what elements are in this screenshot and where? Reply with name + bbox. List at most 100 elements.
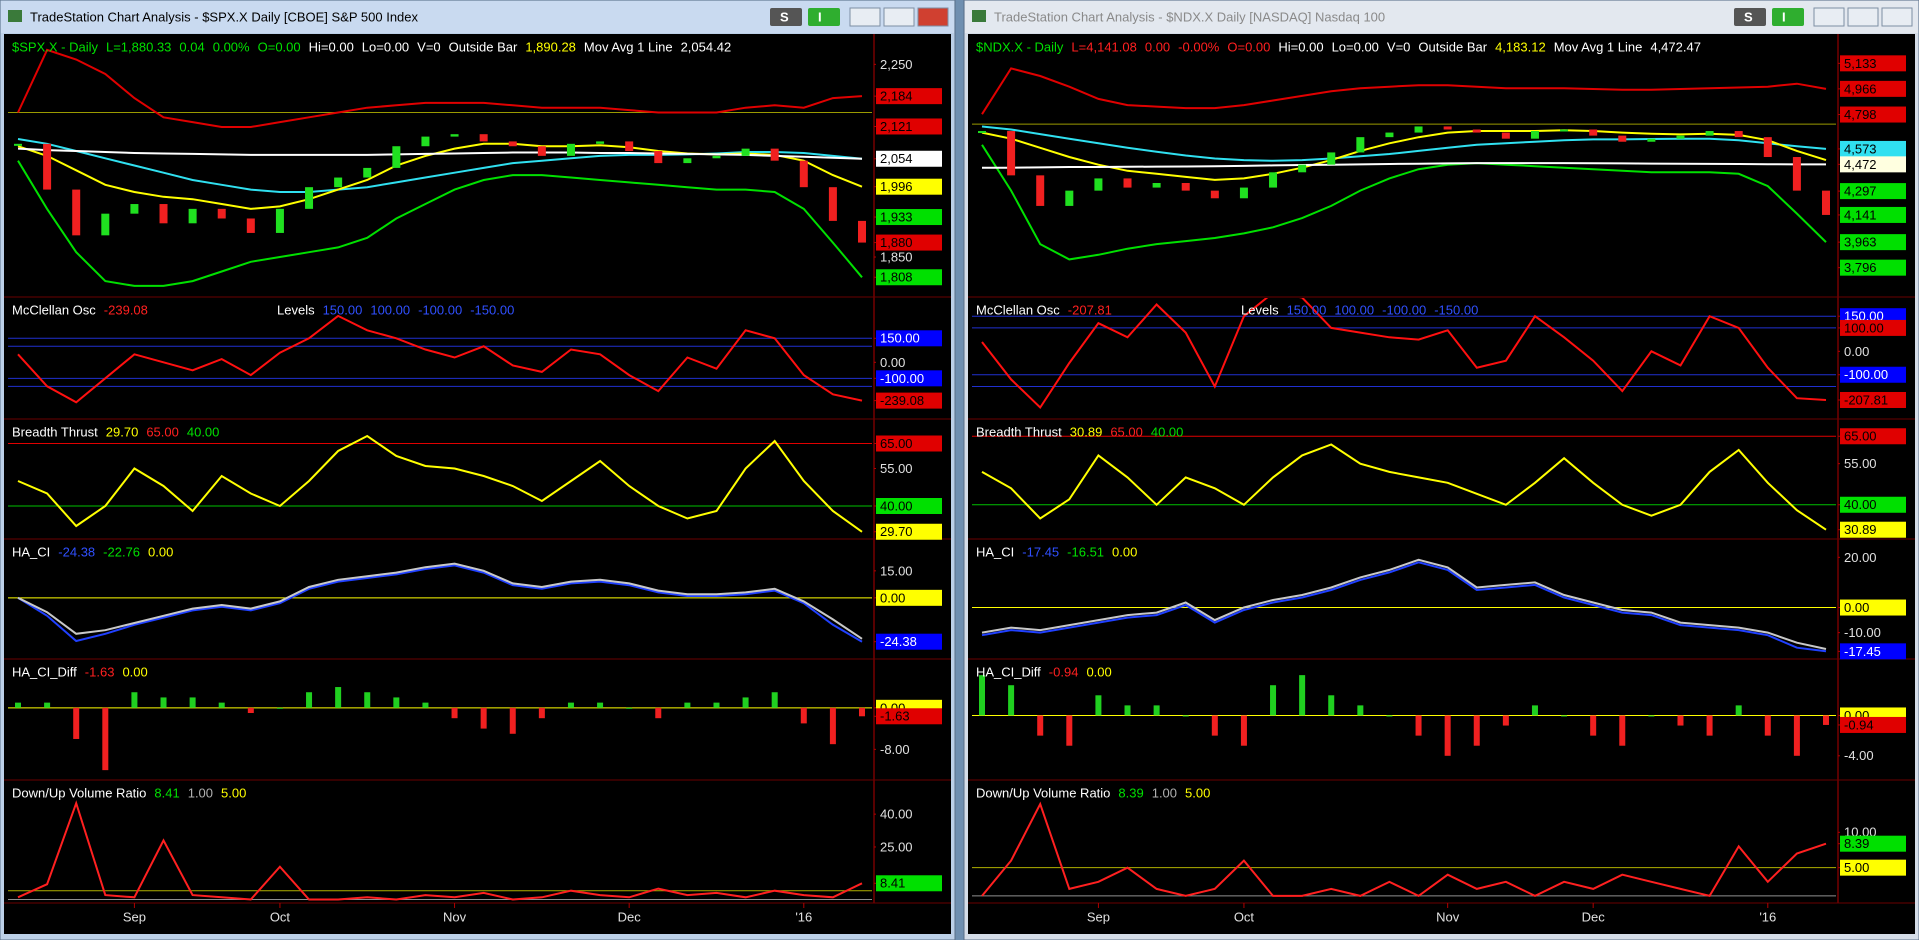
legend-item: -24.38 bbox=[58, 544, 95, 559]
tick-box bbox=[1840, 55, 1906, 72]
minimize-button[interactable] bbox=[849, 7, 881, 27]
x-tick-label: Nov bbox=[1436, 909, 1460, 924]
y-tick-label: -17.45 bbox=[1844, 644, 1881, 659]
price-candle bbox=[1065, 190, 1074, 206]
indicator-line bbox=[981, 443, 1827, 531]
close-button[interactable] bbox=[1881, 7, 1913, 27]
x-tick-label: Sep bbox=[123, 909, 146, 924]
legend-item: -239.08 bbox=[104, 302, 148, 317]
x-tick-label: Oct bbox=[1234, 909, 1255, 924]
legend-item: 0.00 bbox=[122, 664, 147, 679]
y-tick-label: -1.63 bbox=[880, 709, 910, 724]
tick-box bbox=[876, 875, 942, 892]
price-candle bbox=[1530, 131, 1539, 139]
price-candle bbox=[43, 143, 52, 190]
y-tick-label: 55.00 bbox=[880, 461, 913, 476]
y-tick-label: 5.00 bbox=[1844, 860, 1869, 875]
toolbar-button-label[interactable]: S bbox=[1744, 9, 1753, 24]
indicator-line bbox=[981, 298, 1827, 410]
y-tick-label: 0.00 bbox=[1844, 344, 1869, 359]
y-tick-label: 3,963 bbox=[1844, 235, 1877, 250]
toolbar-button[interactable] bbox=[1734, 8, 1766, 26]
y-tick-label: 15.00 bbox=[880, 563, 913, 578]
toolbar-button[interactable] bbox=[808, 8, 840, 26]
histogram-bar bbox=[73, 707, 80, 739]
y-tick-label: 2,054 bbox=[880, 151, 913, 166]
tick-box bbox=[1840, 80, 1906, 97]
indicator-line bbox=[981, 129, 1827, 181]
legend-item: HA_CI_Diff bbox=[12, 664, 77, 679]
toolbar-button[interactable] bbox=[770, 8, 802, 26]
histogram-bar bbox=[306, 692, 313, 708]
panel bbox=[972, 298, 1836, 410]
legend-item: 30.89 bbox=[1070, 424, 1103, 439]
price-candle bbox=[275, 208, 284, 233]
legend-item: Levels bbox=[277, 302, 315, 317]
indicator-line bbox=[982, 162, 1826, 169]
histogram-bar bbox=[1619, 715, 1626, 746]
tick-box bbox=[876, 633, 942, 650]
price-candle bbox=[130, 204, 139, 214]
histogram-bar bbox=[1590, 715, 1597, 736]
tick-box bbox=[1840, 140, 1906, 157]
legend-item: Down/Up Volume Ratio bbox=[12, 785, 146, 800]
histogram-bar bbox=[655, 707, 662, 719]
y-tick-label: 4,472 bbox=[1844, 157, 1877, 172]
legend-item: Hi=0.00 bbox=[1278, 39, 1323, 54]
price-candle bbox=[450, 134, 459, 137]
toolbar-button-label[interactable]: I bbox=[1782, 9, 1786, 24]
histogram-bar bbox=[1095, 695, 1102, 716]
price-candle bbox=[1705, 131, 1714, 136]
price-candle bbox=[1443, 126, 1452, 130]
legend-item: 1,890.28 bbox=[525, 39, 576, 54]
panel bbox=[8, 314, 872, 404]
maximize-button[interactable] bbox=[1847, 7, 1879, 27]
tick-box bbox=[1840, 859, 1906, 876]
y-tick-label: 2,121 bbox=[880, 119, 913, 134]
y-tick-label: 65.00 bbox=[880, 436, 913, 451]
legend-item: Lo=0.00 bbox=[1332, 39, 1379, 54]
y-tick-label: 4,297 bbox=[1844, 184, 1877, 199]
price-candle bbox=[421, 136, 430, 147]
price-candle bbox=[1123, 178, 1132, 188]
toolbar-button-label[interactable]: I bbox=[818, 9, 822, 24]
toolbar-button-label[interactable]: S bbox=[780, 9, 789, 24]
panel bbox=[8, 48, 872, 287]
tick-box bbox=[1840, 366, 1906, 383]
legend-item: L=1,880.33 bbox=[106, 39, 171, 54]
legend-item: Outside Bar bbox=[1418, 39, 1487, 54]
panel bbox=[8, 687, 872, 771]
y-tick-label: 25.00 bbox=[880, 839, 913, 854]
histogram-bar bbox=[509, 707, 516, 734]
price-candle bbox=[188, 208, 197, 224]
panel bbox=[972, 801, 1836, 898]
histogram-bar bbox=[1328, 695, 1335, 716]
maximize-button[interactable] bbox=[883, 7, 915, 27]
close-button[interactable] bbox=[917, 7, 949, 27]
indicator-line bbox=[981, 561, 1827, 653]
legend-item: 0.00% bbox=[213, 39, 250, 54]
price-candle bbox=[1036, 175, 1045, 206]
tick-box bbox=[1840, 428, 1906, 445]
x-tick-label: '16 bbox=[795, 909, 812, 924]
toolbar-button[interactable] bbox=[1772, 8, 1804, 26]
price-candle bbox=[1560, 129, 1569, 132]
legend-item: 150.00 bbox=[1287, 302, 1327, 317]
tick-box bbox=[1840, 259, 1906, 276]
y-tick-label: 150.00 bbox=[1844, 309, 1884, 324]
y-tick-label: -10.00 bbox=[1844, 625, 1881, 640]
price-candle bbox=[1589, 129, 1598, 136]
app-icon bbox=[972, 10, 986, 22]
price-candle bbox=[1007, 131, 1016, 176]
histogram-bar bbox=[1153, 705, 1160, 716]
minimize-button[interactable] bbox=[1813, 7, 1845, 27]
histogram-bar bbox=[1764, 715, 1771, 736]
histogram-bar bbox=[1561, 715, 1568, 717]
histogram-bar bbox=[1386, 715, 1393, 717]
legend-item: 5.00 bbox=[221, 785, 246, 800]
price-candle bbox=[566, 143, 575, 156]
legend-item: 0.00 bbox=[148, 544, 173, 559]
indicator-line bbox=[17, 562, 863, 640]
legend-item: HA_CI_Diff bbox=[976, 664, 1041, 679]
tick-box bbox=[876, 392, 942, 409]
